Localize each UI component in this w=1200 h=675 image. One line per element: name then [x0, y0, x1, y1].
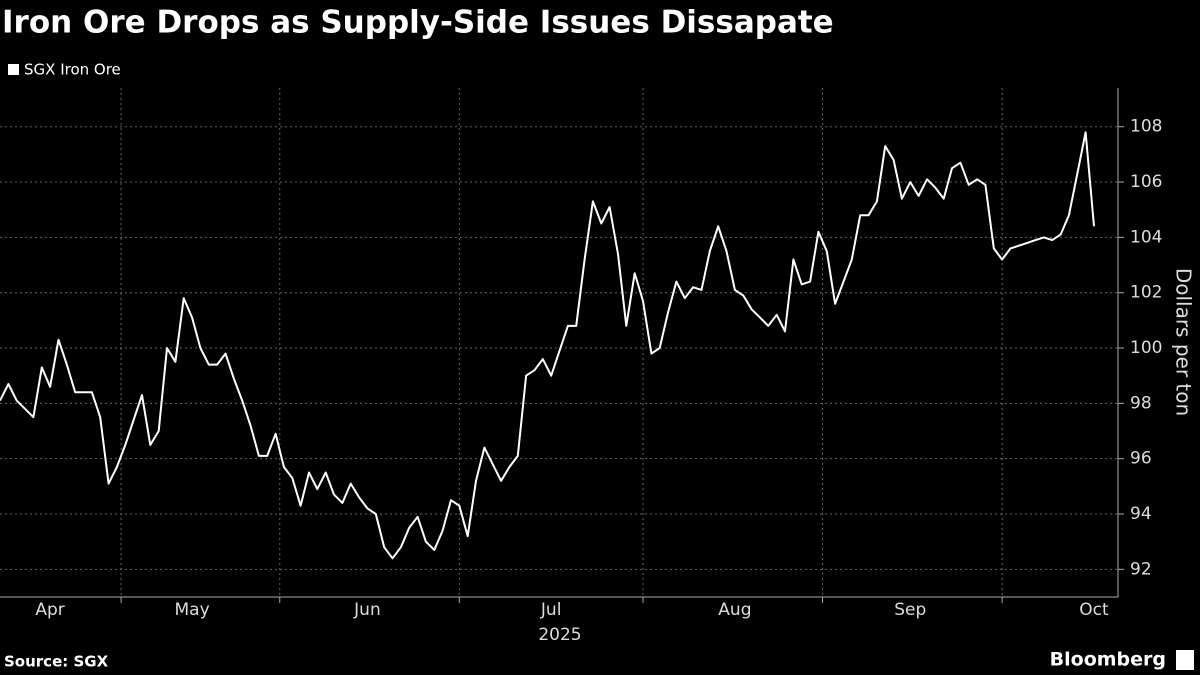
chart-title: Iron Ore Drops as Supply-Side Issues Dis… — [2, 5, 834, 41]
x-tick-label: May — [174, 600, 209, 620]
x-axis-label: 2025 — [538, 625, 581, 645]
x-tick-label: Oct — [1079, 600, 1109, 620]
y-tick-label: 100 — [1130, 338, 1162, 358]
y-axis-label: Dollars per ton — [1172, 268, 1196, 416]
brand-icon — [1176, 650, 1194, 670]
x-tick-label: Jun — [353, 600, 381, 620]
y-tick-label: 106 — [1130, 172, 1162, 192]
x-tick-label: Aug — [718, 600, 751, 620]
legend-swatch — [8, 64, 19, 75]
x-tick-label: Sep — [894, 600, 926, 620]
y-tick-label: 92 — [1130, 559, 1152, 579]
y-tick-label: 94 — [1130, 504, 1152, 524]
y-tick-label: 104 — [1130, 227, 1162, 247]
x-tick-label: Jul — [540, 600, 562, 620]
y-tick-label: 96 — [1130, 449, 1152, 469]
y-tick-label: 102 — [1130, 283, 1162, 303]
x-tick-label: Apr — [35, 600, 64, 620]
y-tick-label: 98 — [1130, 393, 1152, 413]
source: Source: SGX — [4, 653, 109, 671]
line — [0, 131, 1095, 560]
legend-label: SGX Iron Ore — [24, 61, 121, 79]
y-tick-label: 108 — [1130, 117, 1162, 137]
brand: Bloomberg — [1050, 649, 1166, 671]
